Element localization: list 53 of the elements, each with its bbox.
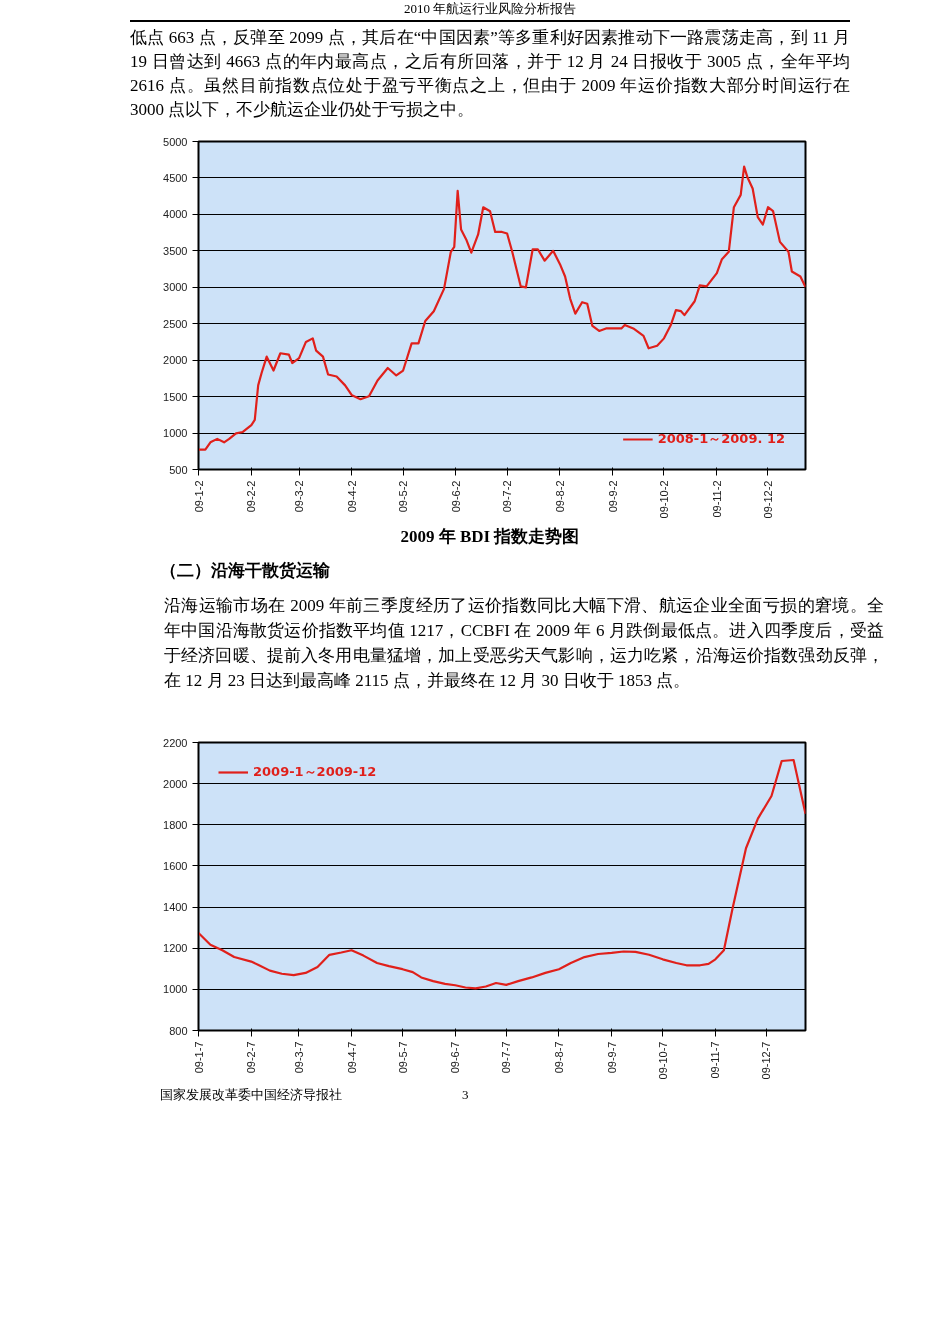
x-tick-label: 09-6-7 <box>449 1041 462 1074</box>
y-tick-label: 1000 <box>163 427 188 440</box>
y-tick-label: 1400 <box>163 901 188 914</box>
x-tick-label: 09-1-2 <box>192 480 205 513</box>
x-tick-label: 09-10-2 <box>657 480 670 519</box>
y-tick-label: 1500 <box>163 390 188 403</box>
x-tick-label: 09-9-2 <box>606 480 619 513</box>
y-tick-label: 1000 <box>163 983 188 996</box>
x-tick-label: 09-6-2 <box>449 480 462 513</box>
y-tick-label: 4000 <box>163 208 188 221</box>
y-tick-label: 1800 <box>163 818 188 831</box>
x-tick-label: 09-11-2 <box>710 480 723 518</box>
x-tick-label: 09-3-7 <box>292 1041 305 1074</box>
y-tick-label: 2000 <box>163 777 188 790</box>
y-tick-label: 2500 <box>163 317 188 330</box>
y-tick-label: 2000 <box>163 354 188 367</box>
x-tick-label: 09-10-7 <box>656 1041 669 1080</box>
x-tick-label: 09-8-2 <box>553 480 566 513</box>
x-tick-label: 09-12-2 <box>761 480 774 519</box>
text: 2010 年航运行业风险分析报告 <box>403 0 577 18</box>
x-tick-label: 09-4-7 <box>345 1041 358 1074</box>
line-series <box>198 758 806 990</box>
text: 低点 663 点，反弹至 2099 点，其后在“中国因素”等多重利好因素推动下一路震荡走高，到 11 月 19 日曾达到 4663 点的年内最高点，之后有所回落，并于 12 月 24 日报收于 3005 点，全年平均 2616 点。虽然目前指数点位处于盈亏平衡点之上，但由于 2009 年运价指数大部分时间运行在 3000 点以下，不少航运企业仍处于亏损之中。 <box>130 27 850 121</box>
x-tick-label: 09-9-7 <box>605 1041 618 1074</box>
text: 国家发展改革委中国经济导报社 <box>160 1087 342 1102</box>
text: （二）沿海干散货运输 <box>160 561 330 580</box>
x-tick-label: 09-7-2 <box>501 480 514 513</box>
y-tick-label: 3500 <box>163 244 188 257</box>
x-tick-label: 09-8-7 <box>552 1041 565 1074</box>
x-tick-label: 09-3-2 <box>293 480 306 513</box>
y-tick-label: 5000 <box>163 135 188 148</box>
y-tick-label: 500 <box>169 463 188 476</box>
y-tick-label: 1600 <box>163 859 188 872</box>
y-tick-label: 800 <box>169 1024 188 1037</box>
line-series <box>198 165 806 451</box>
x-tick-label: 09-12-7 <box>760 1041 773 1080</box>
text: 沿海运输市场在 2009 年前三季度经历了运价指数同比大幅下滑、航运企业全面亏损的窘境。全年中国沿海散货运价指数平均值 1217，CCBFI 在 2009 年 6 月跌倒最低点。进入四季度后，受益于经济回暖、提前入冬用电量猛增，加上受恶劣天气影响，运力吃紧，沿海运价指数强劲反弹，在 12 月 23 日达到最高峰 2115 点，并最终在 12 月 30 日收于 1853 点。 <box>164 595 884 692</box>
x-tick-label: 09-5-7 <box>396 1041 409 1074</box>
y-tick-label: 1200 <box>163 942 188 955</box>
x-tick-label: 09-11-7 <box>709 1041 722 1079</box>
x-tick-label: 09-4-2 <box>345 480 358 513</box>
text: 2009 年 BDI 指数走势图 <box>400 527 580 546</box>
x-tick-label: 09-2-7 <box>245 1041 258 1074</box>
legend-label: 2009-1～2009-12 <box>253 763 377 781</box>
x-tick-label: 09-5-2 <box>397 480 410 513</box>
x-tick-label: 09-1-7 <box>192 1041 205 1074</box>
y-tick-label: 2200 <box>163 736 188 749</box>
y-tick-label: 3000 <box>163 281 188 294</box>
x-tick-label: 09-2-2 <box>245 480 258 513</box>
y-tick-label: 4500 <box>163 171 188 184</box>
x-tick-label: 09-7-7 <box>500 1041 513 1074</box>
text: 3 <box>462 1087 469 1102</box>
legend-label: 2008-1～2009. 12 <box>657 430 785 448</box>
